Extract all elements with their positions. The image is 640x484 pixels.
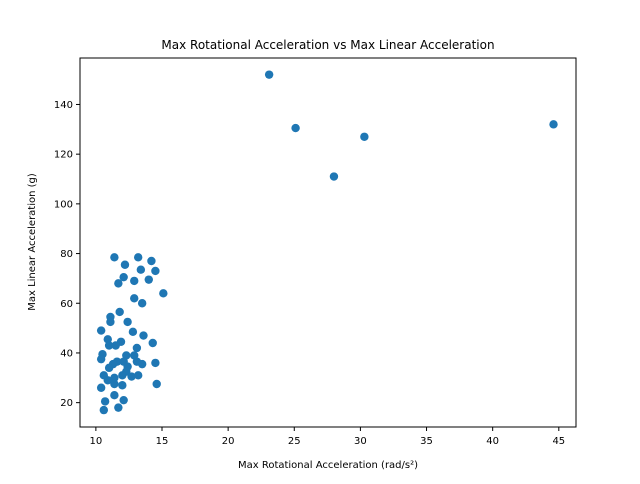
data-point — [139, 331, 148, 340]
chart-title: Max Rotational Acceleration vs Max Linea… — [161, 38, 494, 52]
x-tick-label: 25 — [288, 436, 301, 447]
data-point — [100, 397, 110, 406]
x-tick-label: 40 — [486, 436, 499, 447]
data-point — [111, 341, 120, 350]
y-axis-ticks: 20 40 60 80 100 120 140 — [54, 100, 80, 409]
data-point — [106, 317, 115, 327]
data-point — [120, 260, 130, 269]
data-point — [147, 256, 156, 266]
data-point — [114, 403, 123, 412]
data-point — [118, 381, 127, 390]
data-point — [119, 272, 128, 282]
data-point — [152, 379, 161, 389]
x-tick-label: 15 — [156, 436, 169, 447]
x-tick-label: 35 — [420, 436, 433, 447]
y-tick-label: 40 — [60, 348, 73, 359]
data-point — [103, 376, 112, 385]
x-tick-label: 20 — [222, 436, 235, 447]
y-tick-label: 120 — [54, 150, 73, 161]
data-point — [104, 341, 114, 350]
data-point — [96, 354, 106, 364]
data-point — [291, 123, 300, 133]
data-point — [264, 70, 274, 79]
data-point — [110, 253, 119, 262]
points-layer — [96, 70, 558, 415]
data-point — [96, 383, 106, 392]
y-tick-label: 20 — [60, 398, 73, 409]
data-point — [148, 338, 157, 348]
data-point — [137, 299, 147, 308]
data-point — [110, 390, 119, 400]
data-point — [110, 373, 119, 382]
data-point — [104, 363, 114, 373]
data-point — [144, 275, 153, 284]
data-point — [128, 327, 138, 337]
data-point — [115, 307, 124, 317]
data-point — [133, 253, 143, 262]
data-point — [137, 359, 147, 369]
data-point — [127, 372, 136, 381]
data-point — [159, 289, 168, 298]
data-point — [130, 276, 139, 286]
data-point — [151, 266, 160, 276]
x-axis-ticks: 10 15 20 25 30 35 40 45 — [90, 427, 565, 447]
data-point — [118, 371, 127, 380]
x-tick-label: 30 — [354, 436, 367, 447]
data-point — [329, 172, 339, 181]
x-tick-label: 10 — [90, 436, 103, 447]
data-point — [99, 405, 109, 415]
plot-frame — [79, 57, 577, 428]
data-point — [151, 358, 160, 368]
y-tick-label: 60 — [60, 299, 73, 310]
data-point — [130, 294, 139, 303]
data-point — [136, 265, 146, 274]
data-point — [110, 379, 119, 389]
data-point — [119, 395, 128, 405]
y-tick-label: 100 — [54, 199, 73, 210]
data-point — [114, 279, 123, 288]
data-point — [549, 120, 558, 129]
y-tick-label: 140 — [54, 100, 73, 111]
data-point — [132, 343, 142, 353]
x-axis-label: Max Rotational Acceleration (rad/s²) — [238, 460, 418, 471]
x-tick-label: 45 — [552, 436, 565, 447]
data-point — [133, 371, 143, 380]
y-axis-label: Max Linear Acceleration (g) — [27, 173, 38, 311]
data-point — [96, 326, 106, 335]
data-point — [123, 317, 132, 327]
y-tick-label: 80 — [60, 249, 73, 260]
data-point — [360, 132, 369, 141]
